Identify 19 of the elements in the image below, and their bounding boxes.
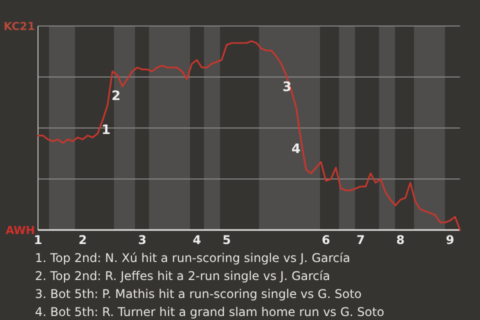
text: 3. Bot 5th: P. Mathis hit a run-scoring single vs G. Soto bbox=[35, 287, 362, 301]
text: 4. Bot 5th: R. Turner hit a grand slam home run vs G. Soto bbox=[35, 305, 384, 319]
x-tick-label: 9 bbox=[446, 233, 454, 247]
x-tick-label: 7 bbox=[356, 233, 365, 247]
text: AWH bbox=[6, 224, 35, 237]
annotation: 2 bbox=[111, 89, 121, 104]
x-tick-label: 1 bbox=[34, 233, 42, 247]
x-tick-label: 5 bbox=[222, 233, 231, 247]
annotation: 1 bbox=[101, 123, 111, 138]
annotation: 3 bbox=[282, 80, 292, 95]
x-tick-label: 6 bbox=[322, 233, 330, 247]
text: 1. Top 2nd: N. Xú hit a run-scoring single vs J. García bbox=[35, 251, 350, 265]
x-tick-label: 2 bbox=[78, 233, 87, 247]
text: KC21 bbox=[4, 20, 35, 33]
text: 2. Top 2nd: R. Jeffes hit a 2-run single vs J. García bbox=[35, 269, 330, 283]
x-tick-label: 3 bbox=[138, 233, 146, 247]
x-tick-label: 8 bbox=[396, 233, 405, 247]
x-tick-label: 4 bbox=[192, 233, 202, 247]
annotation: 4 bbox=[291, 142, 301, 157]
